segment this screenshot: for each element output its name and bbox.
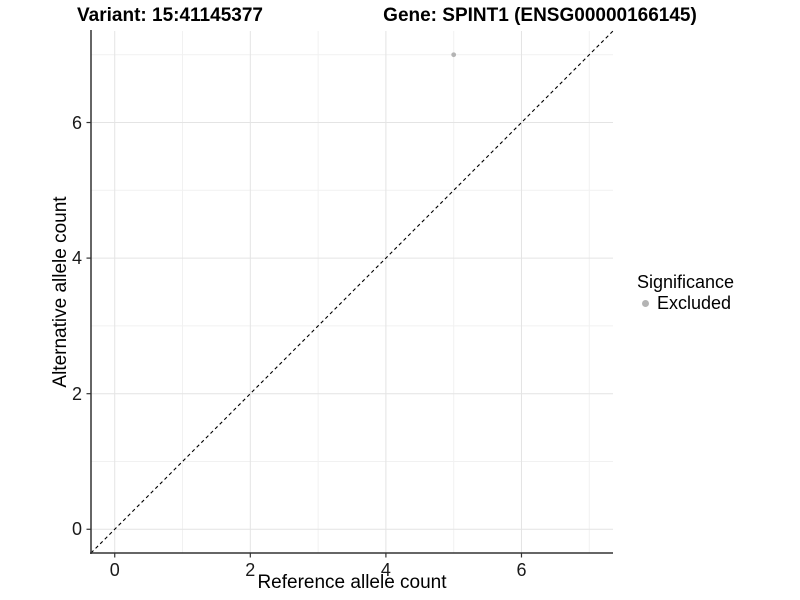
legend-point-icon (642, 300, 649, 307)
y-axis-label: Alternative allele count (50, 196, 71, 388)
plot-title-gene: Gene: SPINT1 (ENSG00000166145) (383, 5, 697, 26)
data-point (451, 52, 457, 58)
plot-title-variant: Variant: 15:41145377 (77, 5, 263, 26)
legend-entry-excluded: Excluded (634, 293, 734, 314)
x-axis-label: Reference allele count (257, 572, 447, 593)
identity-reference-line (90, 30, 614, 554)
x-tick-label: 4 (380, 560, 391, 580)
legend-entry-label: Excluded (657, 293, 732, 313)
y-tick-label: 2 (71, 383, 82, 404)
y-tick-label: 0 (71, 519, 82, 540)
x-tick-label: 2 (245, 560, 256, 580)
x-tick-label: 6 (516, 560, 527, 580)
y-tick-label: 4 (71, 248, 82, 269)
y-tick-label: 6 (71, 112, 82, 133)
x-tick-label: 0 (109, 560, 120, 580)
legend: Significance Excluded (634, 272, 734, 314)
legend-title: Significance (637, 272, 735, 292)
